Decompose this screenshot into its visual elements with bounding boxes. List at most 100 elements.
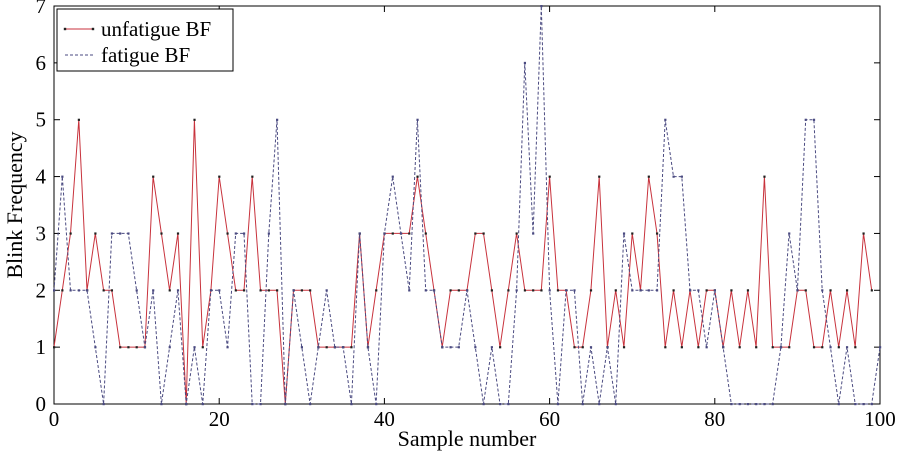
fatigue-point bbox=[523, 61, 527, 65]
unfatigue-point bbox=[276, 289, 279, 292]
unfatigue-point bbox=[581, 346, 584, 349]
unfatigue-point bbox=[812, 346, 816, 349]
fatigue-point bbox=[540, 5, 543, 8]
fatigue-point bbox=[466, 289, 469, 292]
fatigue-point bbox=[201, 403, 204, 406]
unfatigue-point bbox=[746, 289, 750, 292]
fatigue-point bbox=[821, 289, 824, 292]
fatigue-point bbox=[622, 232, 626, 235]
fatigue-point bbox=[713, 289, 716, 292]
fatigue-point bbox=[804, 118, 807, 121]
fatigue-point bbox=[143, 346, 147, 349]
unfatigue-point bbox=[309, 289, 312, 292]
unfatigue-point bbox=[201, 346, 204, 349]
fatigue-point bbox=[854, 403, 857, 406]
x-tick-label: 100 bbox=[864, 407, 896, 431]
y-tick-label: 1 bbox=[36, 335, 47, 359]
fatigue-point bbox=[152, 289, 155, 292]
fatigue-point bbox=[309, 403, 312, 406]
fatigue-point bbox=[135, 289, 138, 292]
unfatigue-point bbox=[416, 175, 419, 178]
unfatigue-point bbox=[647, 175, 650, 178]
y-tick-label: 7 bbox=[36, 0, 47, 18]
fatigue-point bbox=[680, 175, 683, 178]
fatigue-point bbox=[358, 232, 361, 235]
unfatigue-point bbox=[821, 346, 824, 349]
unfatigue-point bbox=[664, 346, 667, 349]
fatigue-point bbox=[267, 232, 270, 235]
unfatigue-point bbox=[622, 346, 626, 349]
unfatigue-point bbox=[845, 289, 849, 292]
legend-label-fatigue: fatigue BF bbox=[101, 43, 190, 67]
unfatigue-point bbox=[152, 175, 155, 178]
fatigue-point bbox=[771, 403, 774, 406]
unfatigue-point bbox=[300, 289, 303, 292]
unfatigue-point bbox=[829, 289, 832, 292]
y-axis-label: Blink Frequency bbox=[2, 131, 27, 278]
unfatigue-point bbox=[160, 232, 163, 235]
x-axis-label: Sample number bbox=[398, 426, 537, 451]
unfatigue-point bbox=[110, 289, 114, 292]
fatigue-point bbox=[242, 232, 246, 235]
fatigue-point bbox=[119, 232, 122, 235]
unfatigue-point bbox=[490, 289, 493, 292]
fatigue-point bbox=[375, 403, 378, 406]
fatigue-point bbox=[53, 289, 56, 292]
fatigue-point bbox=[209, 289, 213, 292]
unfatigue-point bbox=[474, 232, 477, 235]
x-tick-label: 0 bbox=[49, 407, 60, 431]
fatigue-point bbox=[449, 346, 452, 349]
fatigue-point bbox=[284, 403, 287, 406]
unfatigue-point bbox=[598, 175, 601, 178]
fatigue-point bbox=[755, 403, 758, 406]
fatigue-point bbox=[333, 346, 337, 349]
fatigue-point bbox=[416, 118, 419, 121]
y-tick-label: 2 bbox=[36, 278, 47, 302]
series-unfatigue-line bbox=[53, 119, 873, 405]
legend-label-unfatigue: unfatigue BF bbox=[101, 17, 211, 41]
fatigue-point bbox=[490, 346, 493, 349]
fatigue-point bbox=[788, 232, 791, 235]
unfatigue-point bbox=[763, 175, 766, 178]
x-tick-label: 40 bbox=[374, 407, 395, 431]
unfatigue-point bbox=[482, 232, 485, 235]
fatigue-point bbox=[366, 346, 370, 349]
unfatigue-point bbox=[697, 346, 700, 349]
x-tick-label: 80 bbox=[704, 407, 725, 431]
ticks-layer: 0 20 40 60 80 100 0 1 2 3 4 5 6 7 bbox=[36, 0, 896, 431]
fatigue-point bbox=[69, 289, 72, 292]
unfatigue-point bbox=[771, 346, 774, 349]
unfatigue-point bbox=[391, 232, 394, 235]
fatigue-point bbox=[127, 232, 130, 235]
fatigue-point bbox=[342, 346, 345, 349]
fatigue-point bbox=[697, 289, 700, 292]
fatigue-point bbox=[606, 346, 609, 349]
unfatigue-point bbox=[242, 289, 246, 292]
fatigue-point bbox=[110, 232, 114, 235]
unfatigue-point bbox=[705, 289, 708, 292]
legend-marker bbox=[91, 27, 95, 31]
unfatigue-point bbox=[631, 232, 634, 235]
unfatigue-point bbox=[672, 289, 675, 292]
fatigue-point bbox=[482, 403, 485, 406]
fatigue-point bbox=[829, 346, 832, 349]
unfatigue-point bbox=[614, 289, 617, 292]
fatigue-point bbox=[350, 403, 353, 406]
unfatigue-point bbox=[424, 232, 427, 235]
unfatigue-point bbox=[870, 289, 873, 292]
x-tick-label: 20 bbox=[209, 407, 230, 431]
unfatigue-point bbox=[267, 289, 270, 292]
unfatigue-point bbox=[127, 346, 130, 349]
fatigue-point bbox=[226, 346, 229, 349]
unfatigue-point bbox=[94, 232, 97, 235]
fatigue-point bbox=[507, 403, 510, 406]
fatigue-point bbox=[276, 118, 279, 121]
unfatigue-point bbox=[449, 289, 452, 292]
fatigue-point bbox=[515, 289, 518, 292]
unfatigue-point bbox=[680, 346, 683, 349]
fatigue-point bbox=[655, 289, 659, 292]
fatigue-point bbox=[234, 232, 237, 235]
fatigue-point bbox=[779, 346, 783, 349]
fatigue-point bbox=[796, 289, 799, 292]
